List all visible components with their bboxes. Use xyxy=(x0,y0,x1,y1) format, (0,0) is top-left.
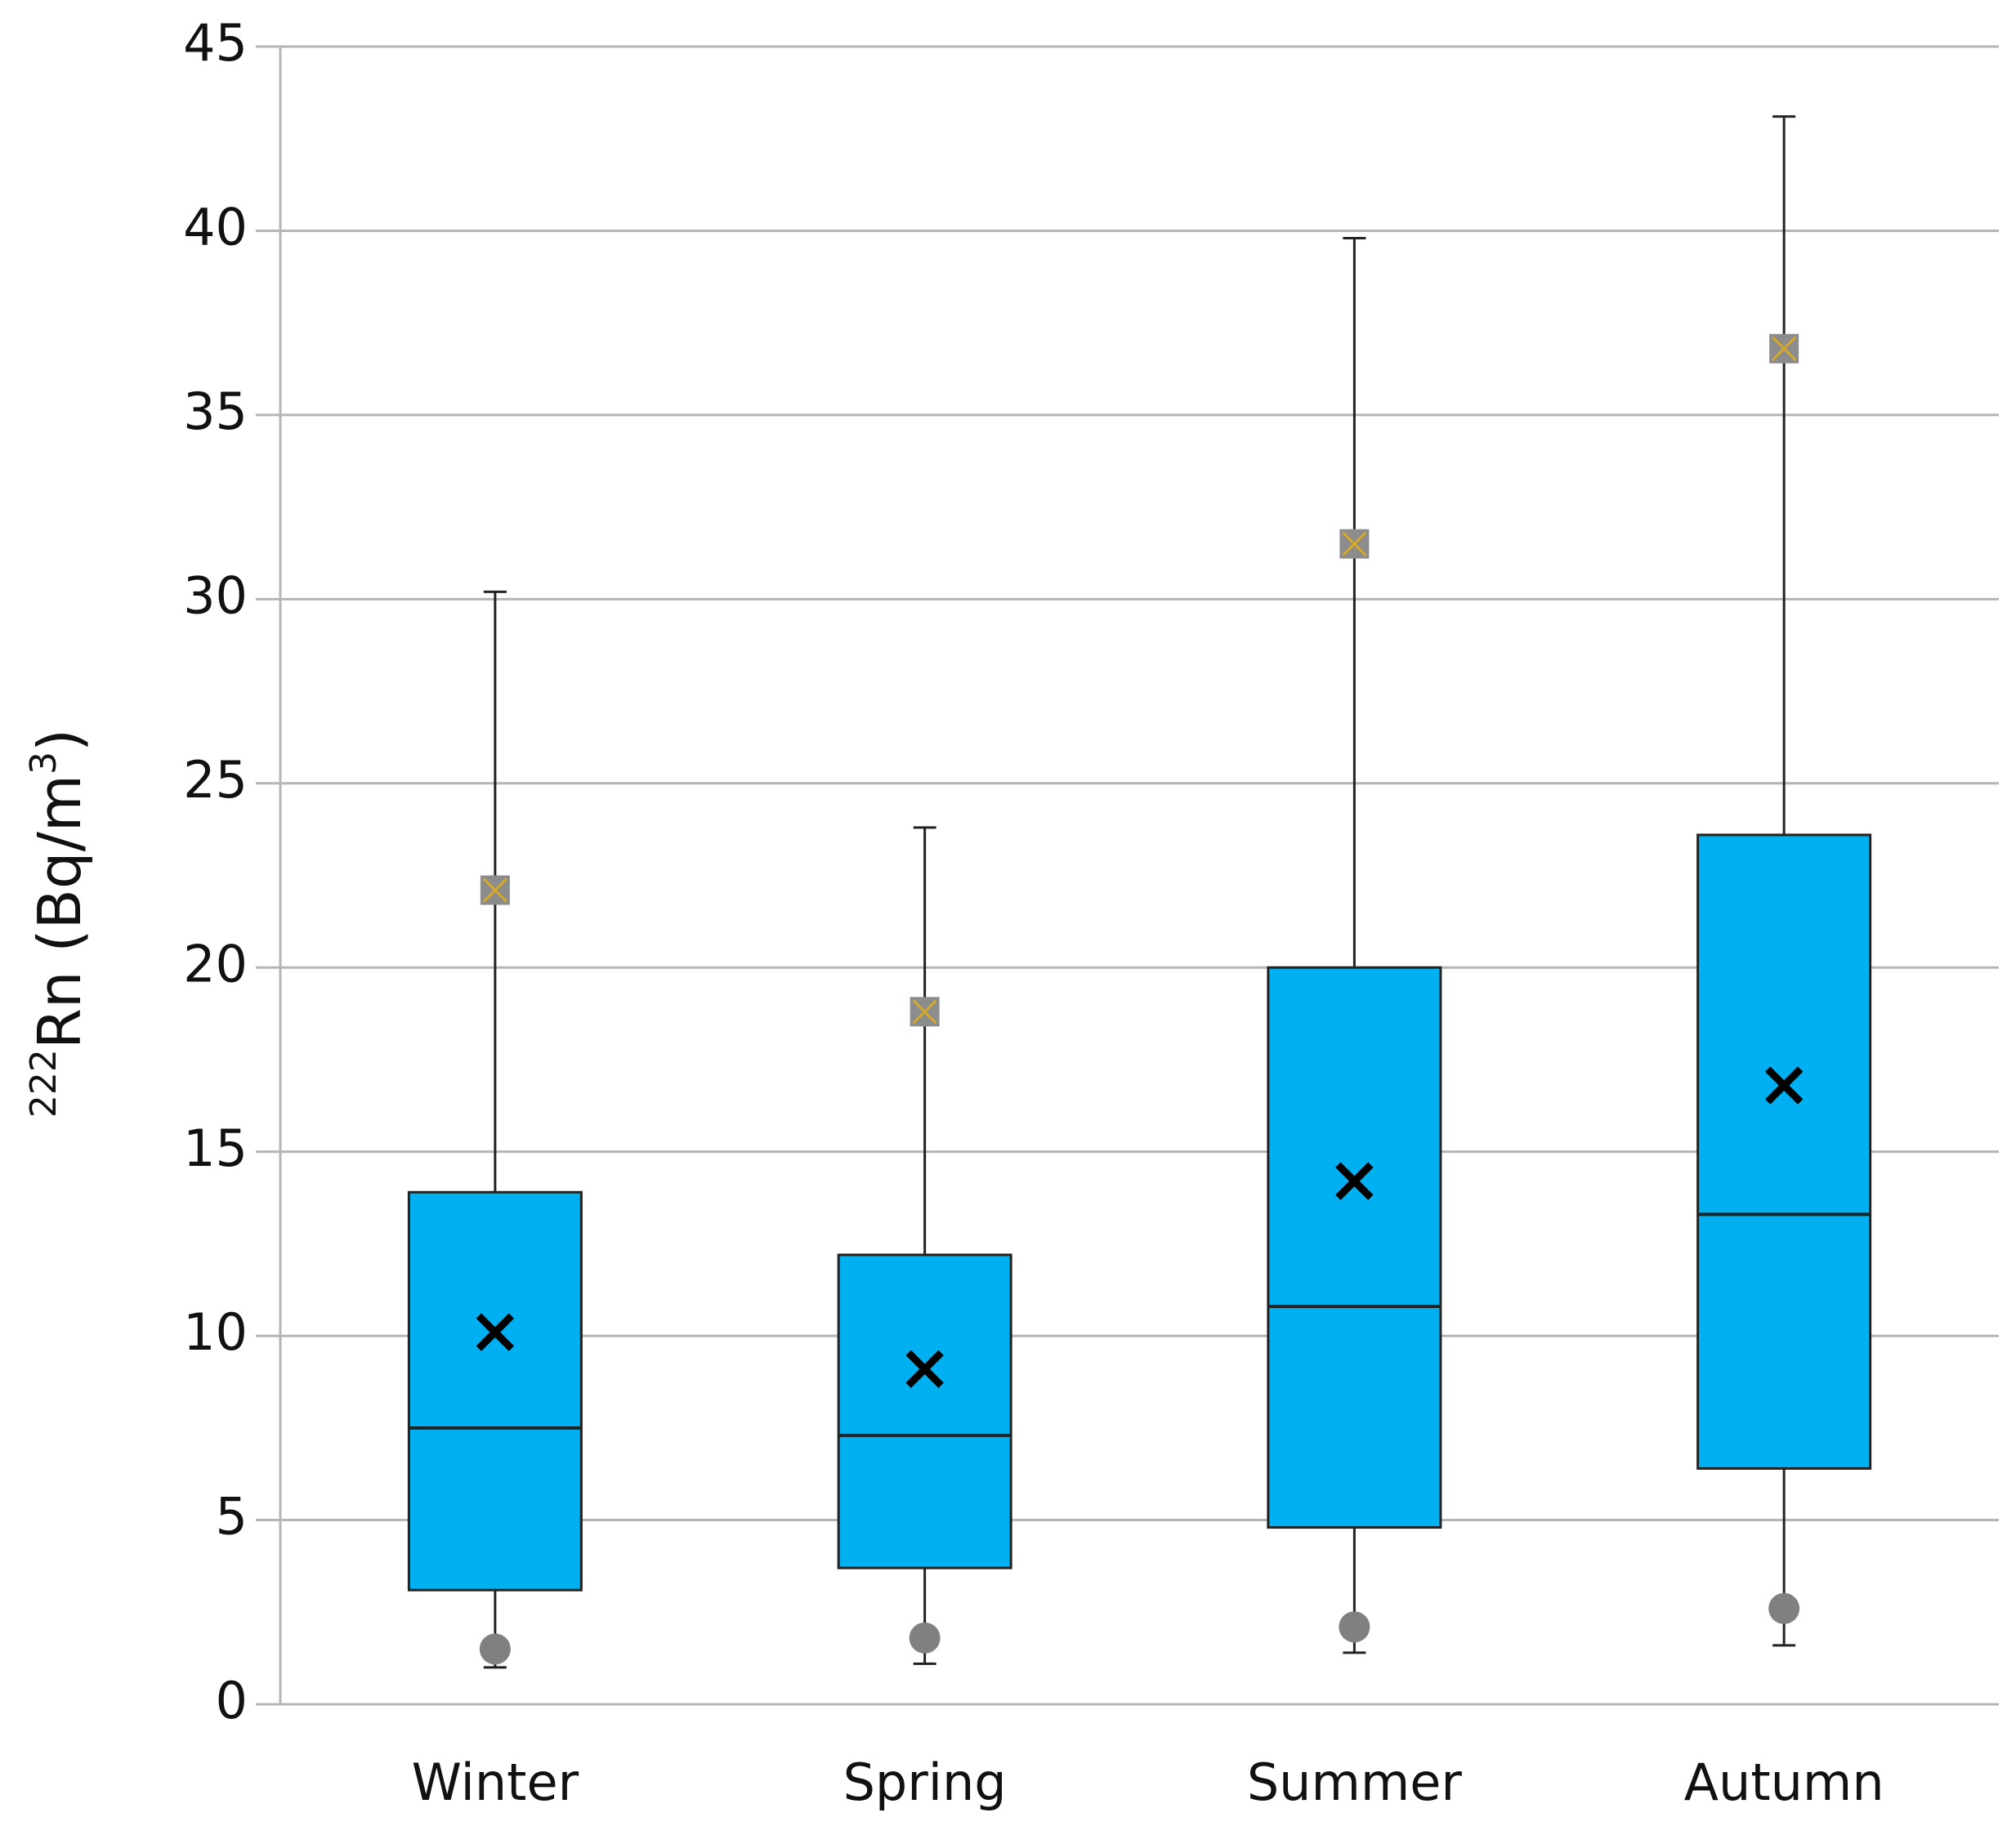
box xyxy=(1267,966,1442,1529)
x-tick-label: Autumn xyxy=(1684,1752,1884,1812)
lower-point xyxy=(1768,1592,1800,1624)
mean-marker xyxy=(1764,1066,1804,1105)
upper-point-cross xyxy=(482,877,507,903)
y-tick-label: 40 xyxy=(183,198,248,257)
y-tick-label: 15 xyxy=(183,1118,248,1178)
x-tick-label: Summer xyxy=(1247,1752,1463,1812)
lower-point xyxy=(909,1622,941,1654)
upper-point xyxy=(1769,333,1799,364)
y-label-close: ) xyxy=(25,729,94,752)
upper-point-cross xyxy=(912,999,937,1025)
upper-point xyxy=(480,875,510,905)
y-label-sup: 3 xyxy=(23,752,65,775)
upper-point-cross xyxy=(1342,531,1367,556)
y-label-mass: 222 xyxy=(23,1049,65,1118)
box xyxy=(1696,833,1872,1470)
box xyxy=(407,1190,583,1592)
y-tick-label: 25 xyxy=(183,750,248,810)
upper-point-cross xyxy=(1772,336,1797,361)
lower-point xyxy=(479,1633,511,1665)
y-tick-label: 35 xyxy=(183,382,248,441)
y-tick-label: 10 xyxy=(183,1302,248,1362)
x-tick-label: Spring xyxy=(843,1752,1007,1812)
y-axis-label: 222Rn (Bq/m3) xyxy=(23,729,94,1118)
y-tick-label: 30 xyxy=(183,565,248,625)
mean-marker xyxy=(1335,1162,1374,1200)
mean-marker xyxy=(905,1350,944,1388)
mean-marker xyxy=(476,1313,515,1351)
x-tick-label: Winter xyxy=(412,1752,579,1812)
lower-point xyxy=(1339,1611,1370,1643)
y-tick-label: 20 xyxy=(183,934,248,993)
y-tick-label: 0 xyxy=(216,1671,248,1730)
y-label-text: Rn (Bq/m xyxy=(25,775,94,1049)
upper-point xyxy=(1339,529,1370,559)
y-tick-label: 45 xyxy=(183,13,248,73)
upper-point xyxy=(910,997,940,1027)
y-tick-label: 5 xyxy=(216,1487,248,1547)
box xyxy=(837,1253,1012,1569)
